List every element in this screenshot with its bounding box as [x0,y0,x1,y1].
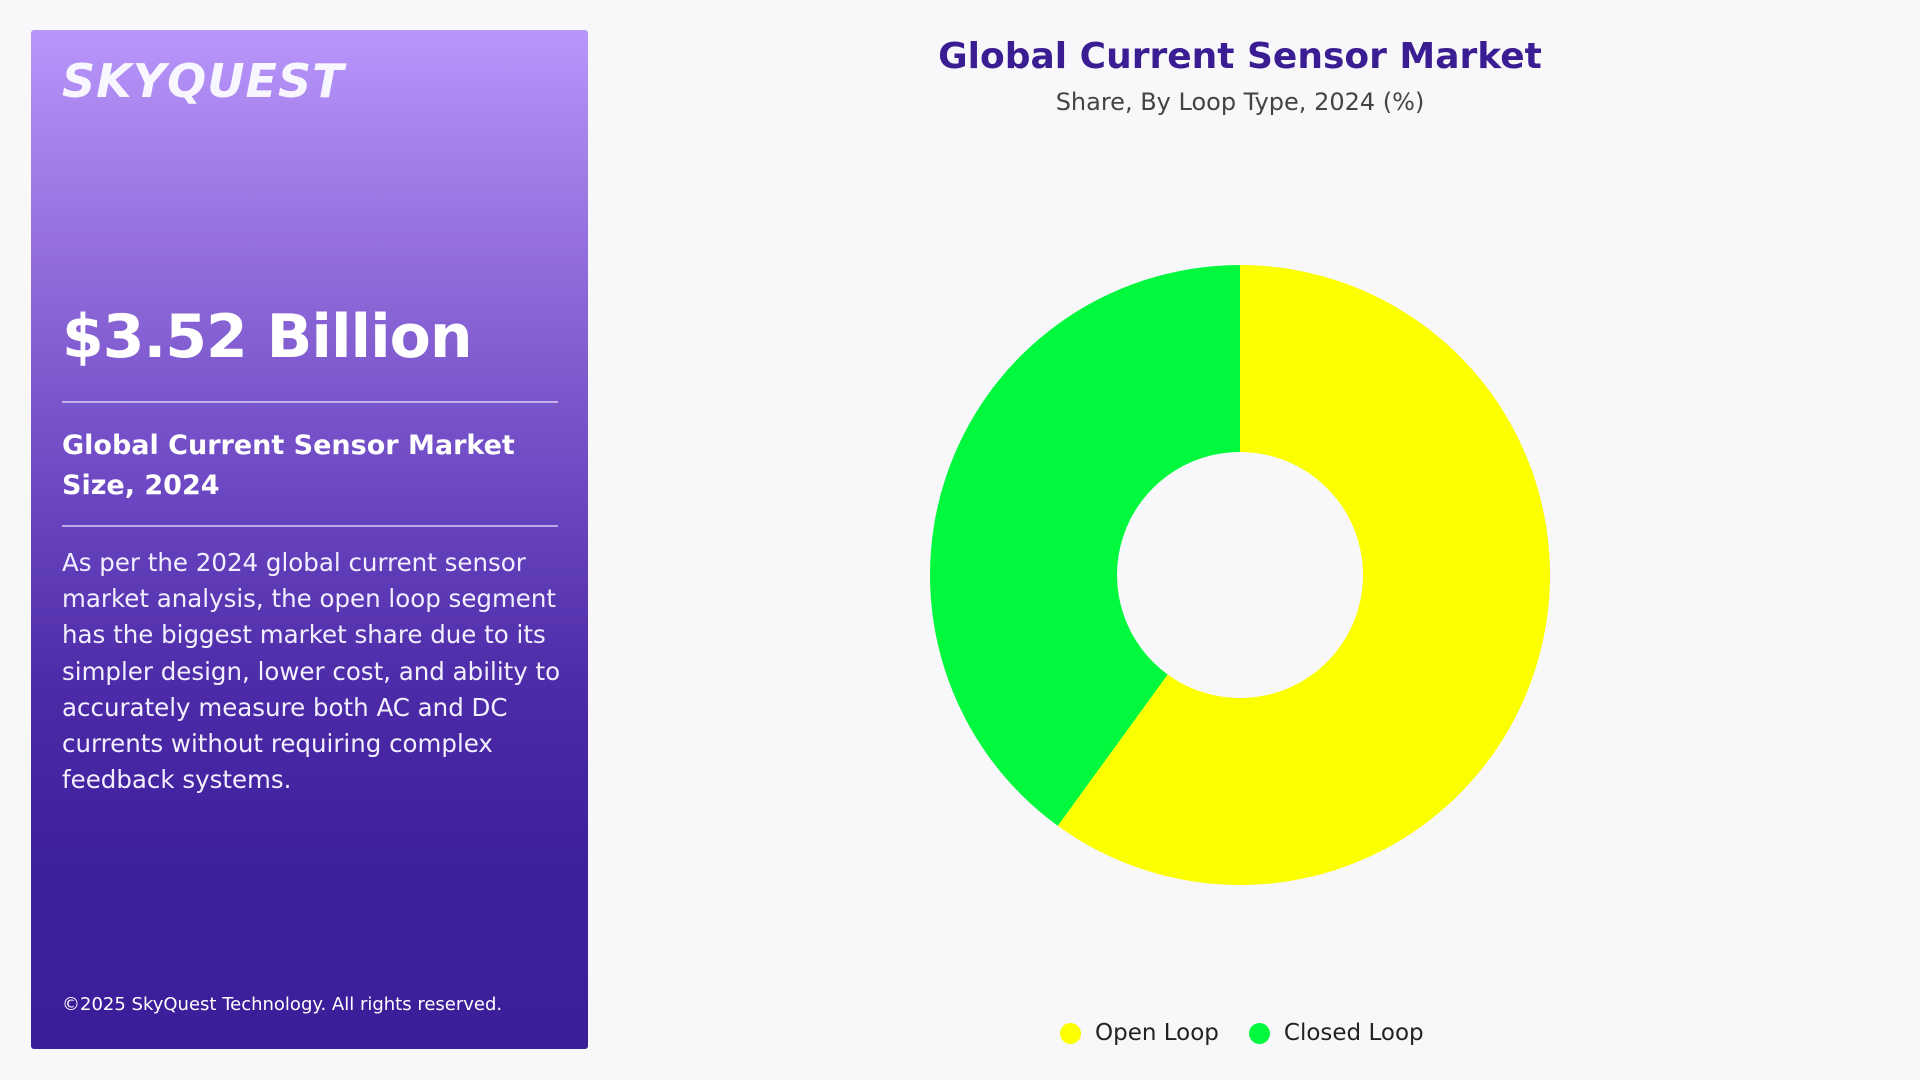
chart-subtitle: Share, By Loop Type, 2024 (%) [1055,88,1425,116]
chart-legend: Open Loop Closed Loop [1060,1020,1454,1046]
legend-label-closed-loop: Closed Loop [1283,1020,1424,1046]
market-value: $3.52 Billion [62,302,473,372]
donut-slice-closed-loop[interactable] [930,265,1240,826]
legend-item-closed-loop[interactable]: Closed Loop [1248,1020,1424,1046]
skyquest-logo: SKYQUEST [62,54,345,108]
legend-label-open-loop: Open Loop [1095,1020,1219,1046]
summary-panel: SKYQUEST $3.52 Billion Global Current Se… [31,30,588,1049]
market-description: As per the 2024 global current sensor ma… [62,548,561,795]
divider [62,525,558,527]
divider [62,401,558,403]
legend-item-open-loop[interactable]: Open Loop [1060,1020,1219,1046]
donut-slice-open-loop[interactable] [1057,265,1550,885]
donut-chart [930,265,1550,885]
copyright-notice: ©2025 SkyQuest Technology. All rights re… [62,994,503,1015]
chart-title: Global Current Sensor Market [938,36,1542,77]
legend-swatch-closed-loop [1248,1022,1270,1044]
metric-label: Global Current Sensor Market Size, 2024 [62,430,515,501]
legend-swatch-open-loop [1060,1022,1081,1044]
